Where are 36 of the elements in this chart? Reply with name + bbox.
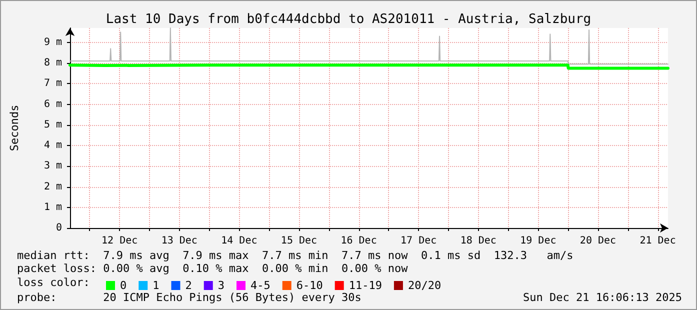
- y-tick-label: 8 m: [44, 58, 62, 69]
- x-tick-label: 13 Dec: [161, 236, 198, 246]
- x-tick-label: 17 Dec: [400, 236, 437, 246]
- y-tick-label: 2 m: [44, 181, 62, 192]
- y-tick-label: 1 m: [44, 202, 62, 213]
- x-tick-label: 21 Dec: [640, 236, 676, 246]
- legend-label: 11-19: [348, 279, 382, 292]
- y-tick-label: 5 m: [44, 119, 62, 130]
- legend-label: 6-10: [296, 279, 323, 292]
- y-tick-label: 4 m: [44, 140, 62, 152]
- x-tick-label: 19 Dec: [520, 236, 556, 246]
- legend-label: 2: [185, 279, 192, 292]
- text: packet loss: 0.00 % avg 0.10 % max 0.00 % min 0.00 % now: [17, 262, 408, 275]
- text: Sun Dec 21 16:06:13 2025: [523, 291, 682, 304]
- line-series: [70, 28, 668, 65]
- x-tick-label: 18 Dec: [460, 236, 496, 246]
- text: probe: 20 ICMP Echo Pings (56 Bytes) every 30s: [17, 291, 362, 304]
- text: median rtt: 7.9 ms avg 7.9 ms max 7.7 ms min 7.7 ms now 0.1 ms sd 132.3 am/s: [17, 249, 574, 262]
- y-axis-title: Seconds: [8, 104, 21, 152]
- legend-label: 20/20: [408, 279, 442, 292]
- y-tick-label: 7 m: [44, 78, 62, 90]
- x-tick-label: 20 Dec: [580, 236, 616, 246]
- legend-title: loss color:: [17, 276, 90, 289]
- y-tick-label: 3 m: [44, 160, 62, 172]
- x-tick-label: 14 Dec: [221, 236, 258, 246]
- y-tick-label: 9 m: [44, 36, 62, 48]
- x-tick-label: 16 Dec: [340, 236, 377, 246]
- y-tick-label: 6 m: [44, 98, 62, 110]
- legend-label: 4-5: [250, 279, 270, 292]
- x-tick-label: 12 Dec: [102, 236, 138, 246]
- legend-label: 3: [218, 279, 224, 292]
- chart-title: Last 10 Days from b0fc444dcbbd to AS201011 - Austria, Salzburg: [106, 12, 592, 27]
- y-tick-label: 0: [56, 222, 62, 234]
- legend-label: 0: [120, 279, 127, 292]
- legend-label: 1: [152, 279, 160, 292]
- x-tick-label: 15 Dec: [280, 236, 318, 246]
